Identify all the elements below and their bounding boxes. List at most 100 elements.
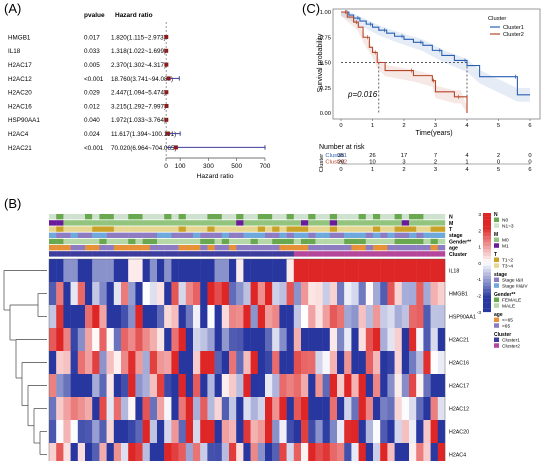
heatmap-cell [272,305,280,328]
legend-item-label: T3~4 [502,263,513,269]
annotation-cell [394,226,402,232]
heatmap-cell [373,305,381,328]
heatmap-cell [430,305,438,328]
annotation-cell [265,214,273,220]
annotation-cell [178,232,186,238]
heatmap-cell [157,328,165,351]
heatmap-cell [337,374,345,397]
heatmap-cell [293,259,302,282]
heatmap-cell [365,374,374,397]
heatmap-cell [106,305,114,328]
annotation-cell [178,251,186,257]
heatmap-cell [257,443,266,461]
heatmap-cell [121,259,129,282]
heatmap-cell [121,443,129,461]
annotation-cell [56,245,64,251]
annotation-cell [135,251,143,257]
heatmap-cell [430,420,438,443]
risk-x-tick-label: 4 [465,167,469,173]
heatmap-cell [437,328,446,351]
heatmap-cell [301,397,309,420]
annotation-cell [185,232,194,238]
annotation-cell [337,245,345,251]
heatmap-cell [286,259,294,282]
annotation-cell [149,232,158,238]
annotation-cell [185,220,194,226]
heatmap-cell [286,328,294,351]
annotation-cell [250,251,258,257]
heatmap-cell [373,420,381,443]
heatmap-cell [243,420,251,443]
annotation-cell [409,220,417,226]
heatmap-cell [380,397,388,420]
annotation-track-label: age [449,246,458,252]
annotation-cell [128,220,136,226]
heatmap-cell [437,397,446,420]
heatmap-cell [106,259,114,282]
heatmap-cell [77,443,86,461]
legend-swatch [494,303,499,308]
annotation-cell [164,238,172,245]
legend-swatch [494,343,499,348]
forest-gene-label: H2AC12 [8,76,32,83]
annotation-cell [236,232,244,238]
legend-group-title: Gender** [494,292,515,298]
annotation-cell [301,226,309,232]
heatmap-cell [77,374,86,397]
heatmap-cell [344,282,352,305]
legend-group-title: T [494,252,497,258]
heatmap-cell [214,282,222,305]
forest-tick-label: 700 [260,163,271,170]
annotation-cell [149,220,158,226]
heatmap-cell [243,282,251,305]
annotation-cell [142,238,150,245]
heatmap-cell [70,374,78,397]
annotation-cell [322,245,330,251]
annotation-cell [365,226,374,232]
heatmap-cell [157,351,165,374]
heatmap-cell [229,374,237,397]
heatmap-cell [337,328,345,351]
legend-item-label: M1 [502,243,509,249]
annotation-cell [200,251,208,257]
annotation-cell [49,238,57,245]
heatmap-cell [135,351,143,374]
heatmap-cell [430,351,438,374]
heatmap-cell [308,328,316,351]
annotation-cell [409,226,417,232]
annotation-cell [279,238,287,245]
annotation-cell [315,220,323,226]
heatmap-cell [229,351,237,374]
colorbar-segment [483,302,491,306]
heatmap-cell [85,397,93,420]
legend-group-title: M [494,232,498,238]
annotation-cell [301,251,309,257]
heatmap-cell [200,305,208,328]
annotation-cell [92,238,100,245]
annotation-cell [265,232,273,238]
heatmap-cell [135,374,143,397]
heatmap-cell [308,305,316,328]
heatmap-cell [63,282,71,305]
risk-count: 3 [402,160,405,166]
annotation-cell [387,251,395,257]
legend-swatch [494,323,499,328]
heatmap-cell [63,328,71,351]
km-x-tick-label: 6 [528,123,531,129]
heatmap-cell [387,351,395,374]
heatmap-cell [293,420,302,443]
heatmap-cell [99,374,107,397]
heatmap-cell [63,443,71,461]
annotation-cell [373,232,381,238]
forest-point [165,131,170,136]
annotation-cell [286,251,294,257]
annotation-cell [171,214,179,220]
panel-label-b: (B) [4,196,21,211]
forest-pvalue-header: pvalue [84,12,105,19]
heatmap-cell [70,397,78,420]
heatmap-cell [329,351,338,374]
heatmap-cell [351,305,359,328]
forest-pvalue: 0.029 [84,90,100,97]
annotation-cell [236,214,244,220]
